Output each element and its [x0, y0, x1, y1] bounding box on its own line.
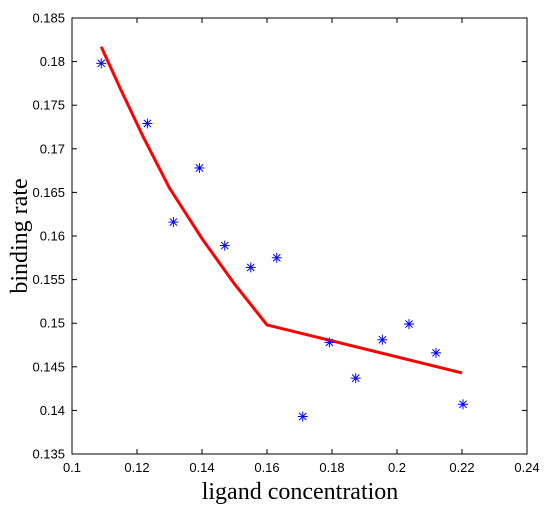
y-tick-label: 0.135: [32, 447, 65, 462]
x-tick-label: 0.2: [388, 460, 406, 475]
x-axis: 0.1 0.12 0.14 0.16 0.18 0.2 0.22 0.24: [63, 18, 540, 475]
data-point: [245, 262, 256, 273]
y-axis: 0.135 0.14 0.145 0.15 0.155 0.16 0.165 0.17 0.17…: [32, 11, 527, 462]
x-tick-label: 0.16: [254, 460, 279, 475]
y-tick-label: 0.18: [40, 54, 65, 69]
y-tick-label: 0.185: [32, 11, 65, 26]
data-point: [168, 217, 179, 228]
data-point: [194, 162, 205, 173]
data-point: [271, 252, 282, 263]
y-tick-label: 0.16: [40, 229, 65, 244]
series-layer: [96, 46, 468, 422]
x-tick-label: 0.1: [63, 460, 81, 475]
x-tick-label: 0.14: [189, 460, 214, 475]
data-point: [96, 58, 107, 69]
x-axis-title: ligand concentration: [202, 479, 399, 505]
y-axis-title: binding rate: [7, 178, 33, 293]
data-point: [377, 334, 388, 345]
y-tick-label: 0.17: [40, 141, 65, 156]
data-point: [142, 118, 153, 129]
fit-line: [99, 46, 463, 375]
y-tick-label: 0.14: [40, 403, 65, 418]
data-point: [350, 373, 361, 384]
data-point: [431, 347, 441, 358]
x-tick-label: 0.12: [124, 460, 149, 475]
x-tick-label: 0.24: [514, 460, 539, 475]
x-tick-label: 0.22: [449, 460, 474, 475]
data-point: [219, 240, 230, 251]
plot-area: [71, 17, 528, 455]
x-tick-label: 0.18: [319, 460, 344, 475]
y-tick-label: 0.175: [32, 98, 65, 113]
data-point: [297, 411, 308, 422]
data-point: [324, 337, 335, 348]
y-tick-label: 0.155: [32, 272, 65, 287]
data-point: [404, 319, 415, 330]
data-point: [457, 399, 468, 410]
y-tick-label: 0.15: [40, 316, 65, 331]
y-tick-label: 0.145: [32, 359, 65, 374]
y-tick-label: 0.165: [32, 185, 65, 200]
